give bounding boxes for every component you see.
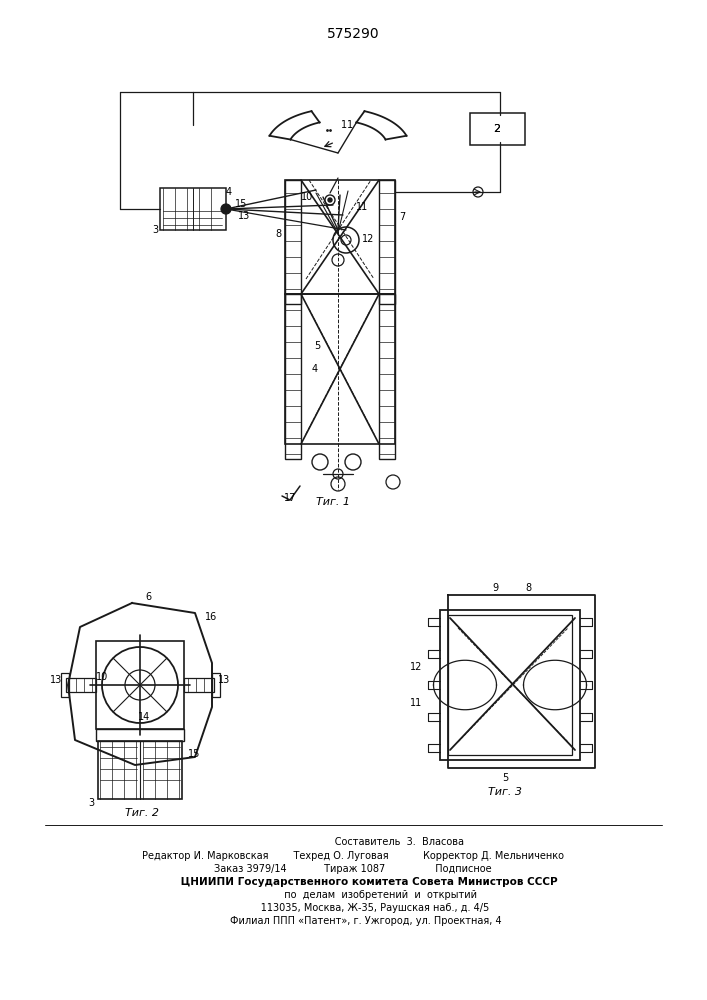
Text: 11: 11 [356,202,368,212]
Text: Филиал ППП «Патент», г. Ужгород, ул. Проектная, 4: Филиал ППП «Патент», г. Ужгород, ул. Про… [205,916,501,926]
Text: 5: 5 [502,773,508,783]
Bar [379,294,395,459]
Text: ЦНИИПИ Государственного комитета Совета Министров СССР: ЦНИИПИ Государственного комитета Совета … [148,877,558,887]
Circle shape [328,198,332,202]
Text: Составитель  3.  Власова: Составитель 3. Власова [242,837,464,847]
Text: 3: 3 [152,225,158,235]
Bar [379,180,395,304]
Bar [440,610,580,760]
Text: 9: 9 [492,583,498,593]
Text: 15: 15 [188,749,200,759]
Text: 5: 5 [314,341,320,351]
Bar [285,294,395,444]
Bar [98,741,182,799]
Text: 575290: 575290 [327,27,380,41]
Text: 13: 13 [238,211,250,221]
Bar [212,673,220,697]
Text: 11: 11 [410,698,422,708]
Text: Τиг. 1: Τиг. 1 [316,497,350,507]
Bar [448,615,572,755]
Text: 12: 12 [362,234,375,244]
Bar [160,188,226,230]
Text: 14: 14 [138,712,150,722]
Text: 4: 4 [312,364,318,374]
Text: 7: 7 [399,212,405,222]
Text: Редактор И. Марковская        Техред О. Луговая           Корректор Д. Мельничен: Редактор И. Марковская Техред О. Луговая… [142,851,564,861]
Circle shape [221,204,231,214]
Text: Τиг. 3: Τиг. 3 [488,787,522,797]
Text: по  делам  изобретений  и  открытий: по делам изобретений и открытий [228,890,477,900]
Text: 10: 10 [95,672,108,682]
Bar [61,673,69,697]
Text: 10: 10 [300,192,313,202]
Bar [285,294,301,459]
Text: 8: 8 [525,583,531,593]
Text: 2: 2 [493,124,501,134]
Text: 1: 1 [347,120,353,130]
Text: 2: 2 [493,124,501,134]
Text: 16: 16 [205,612,217,622]
Text: 13: 13 [49,675,62,685]
Text: Заказ 3979/14            Тираж 1087                Подписное: Заказ 3979/14 Тираж 1087 Подписное [214,864,492,874]
Bar [66,678,96,692]
Text: 113035, Москва, Ж-35, Раушская наб., д. 4/5: 113035, Москва, Ж-35, Раушская наб., д. … [217,903,489,913]
Bar [184,678,214,692]
Bar [96,729,184,741]
Bar [285,180,301,304]
Bar [96,641,184,729]
Text: 13: 13 [218,675,230,685]
Bar [285,180,395,294]
Text: Τиг. 2: Τиг. 2 [125,808,159,818]
Text: 1: 1 [341,120,347,130]
Text: 6: 6 [145,592,151,602]
Text: 12: 12 [409,662,422,672]
Text: 3: 3 [88,798,94,808]
Text: 4: 4 [226,187,232,197]
Text: 8: 8 [276,229,282,239]
Text: 15: 15 [235,199,247,209]
Bar [470,113,525,145]
Text: 17: 17 [284,493,296,503]
